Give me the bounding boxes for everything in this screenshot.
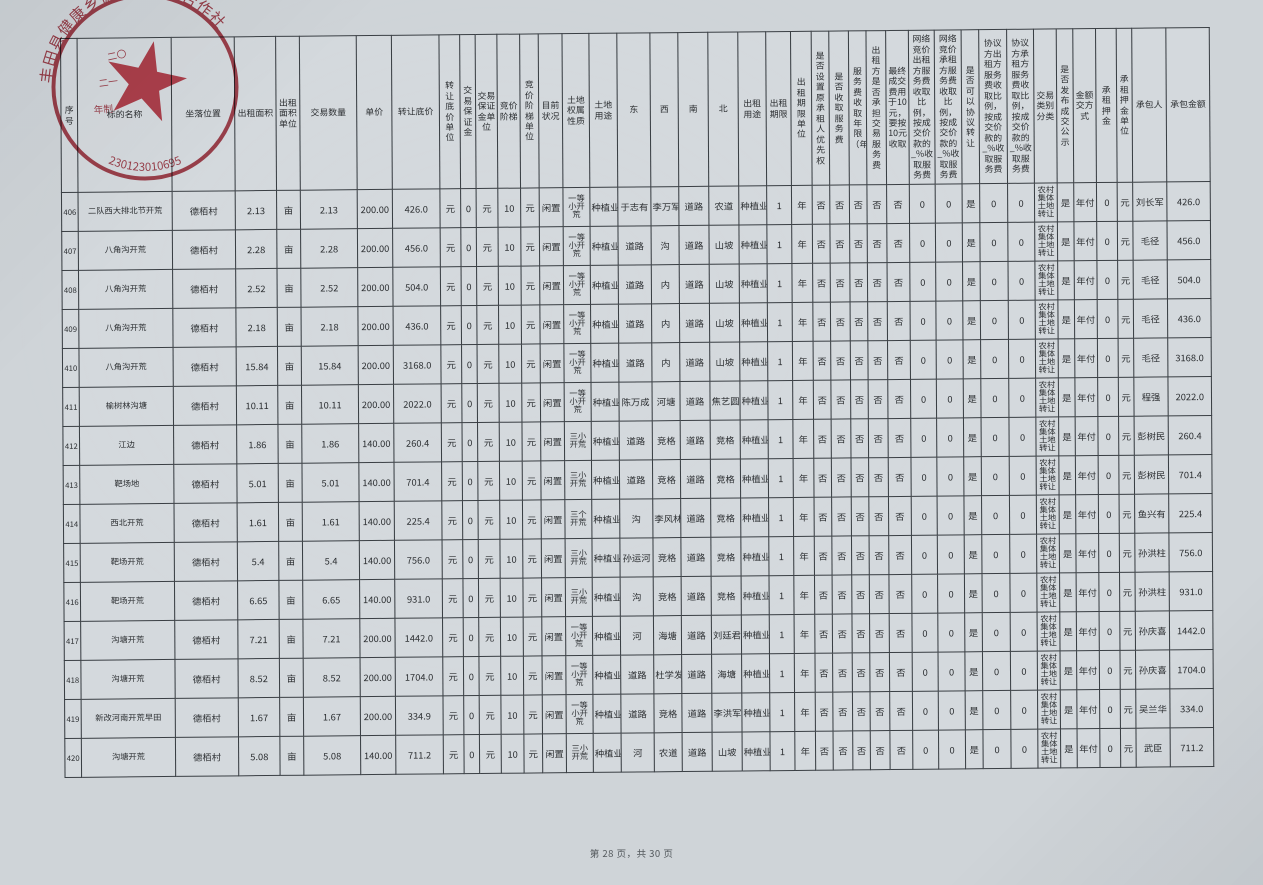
svg-text:230123010695: 230123010695 bbox=[106, 152, 183, 175]
svg-text:二〇: 二〇 bbox=[106, 46, 128, 64]
svg-text:年制: 年制 bbox=[93, 101, 114, 116]
svg-text:二一: 二一 bbox=[98, 73, 119, 90]
